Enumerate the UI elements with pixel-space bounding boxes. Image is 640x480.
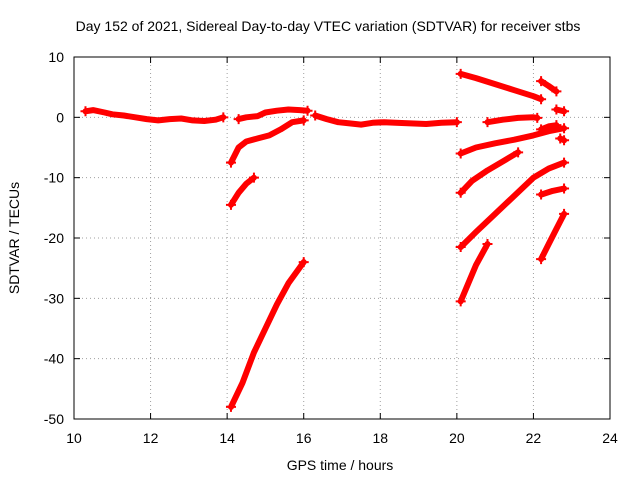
y-tick-label: -50 — [44, 411, 64, 427]
series-arc-20-1 — [484, 114, 541, 126]
data-point-marker — [225, 401, 236, 412]
data-point-marker — [536, 254, 547, 265]
data-point-marker — [225, 157, 236, 168]
data-point-marker — [455, 296, 466, 307]
series-arc-14-0 — [228, 117, 307, 166]
y-tick-labels: 10 0 -10 -20 -30 -40 -50 — [44, 49, 64, 427]
series-arc-14-1 — [228, 174, 257, 208]
y-tick-label: -10 — [44, 170, 64, 186]
data-point-marker — [513, 147, 524, 158]
x-tick-labels: 10 12 14 16 18 20 22 24 — [66, 430, 618, 446]
data-point-marker — [233, 114, 244, 125]
y-tick-label: -30 — [44, 290, 64, 306]
data-point-marker — [225, 199, 236, 210]
data-point-marker — [536, 94, 547, 105]
series-arc-20-2 — [457, 125, 568, 157]
series-arc-main-b — [235, 106, 311, 123]
y-tick-label: -40 — [44, 351, 64, 367]
data-point-marker — [455, 242, 466, 253]
x-tick-label: 16 — [296, 430, 312, 446]
data-point-marker — [455, 148, 466, 159]
series-arc-20-5 — [457, 241, 491, 305]
data-point-marker — [451, 117, 462, 128]
series-arc-main-c — [312, 112, 460, 128]
data-point-marker — [559, 123, 570, 134]
series-arc-main-a — [82, 107, 227, 124]
data-point-marker — [551, 104, 562, 115]
data-point-marker — [482, 239, 493, 250]
data-point-marker — [559, 106, 570, 117]
x-tick-label: 20 — [449, 430, 465, 446]
x-tick-label: 10 — [66, 430, 82, 446]
data-point-marker — [559, 135, 570, 146]
x-tick-label: 24 — [602, 430, 618, 446]
chart-title: Day 152 of 2021, Sidereal Day-to-day VTE… — [76, 18, 581, 34]
y-axis-label: SDTVAR / TECUs — [6, 182, 22, 294]
series-arc-20-4 — [457, 159, 568, 251]
data-point-marker — [455, 68, 466, 79]
data-point-marker — [298, 115, 309, 126]
series-layer — [80, 68, 570, 412]
data-point-marker — [302, 105, 313, 116]
grid — [74, 57, 610, 419]
x-tick-label: 22 — [526, 430, 542, 446]
y-tick-label: -20 — [44, 230, 64, 246]
data-point-marker — [482, 117, 493, 128]
series-arc-22-0 — [538, 78, 560, 95]
data-point-marker — [536, 124, 547, 135]
data-point-marker — [248, 172, 259, 183]
data-point-marker — [218, 112, 229, 123]
series-arc-14-2 — [228, 259, 307, 410]
series-arc-22-5 — [538, 210, 568, 263]
x-tick-label: 14 — [219, 430, 235, 446]
data-point-marker — [310, 110, 321, 121]
data-point-marker — [559, 183, 570, 194]
data-point-marker — [551, 86, 562, 97]
data-point-marker — [298, 257, 309, 268]
data-point-marker — [532, 112, 543, 123]
ticks — [73, 56, 611, 420]
y-tick-label: 10 — [48, 49, 64, 65]
y-tick-label: 0 — [56, 109, 64, 125]
x-tick-label: 18 — [372, 430, 388, 446]
data-point-marker — [559, 157, 570, 168]
series-arc-20-3 — [457, 149, 522, 196]
data-point-marker — [559, 208, 570, 219]
x-axis-label: GPS time / hours — [287, 457, 394, 473]
data-point-marker — [536, 189, 547, 200]
data-point-marker — [536, 76, 547, 87]
data-point-marker — [551, 120, 562, 131]
x-tick-label: 12 — [143, 430, 159, 446]
series-arc-20-0 — [457, 70, 545, 103]
data-point-marker — [80, 106, 91, 117]
data-point-marker — [455, 187, 466, 198]
